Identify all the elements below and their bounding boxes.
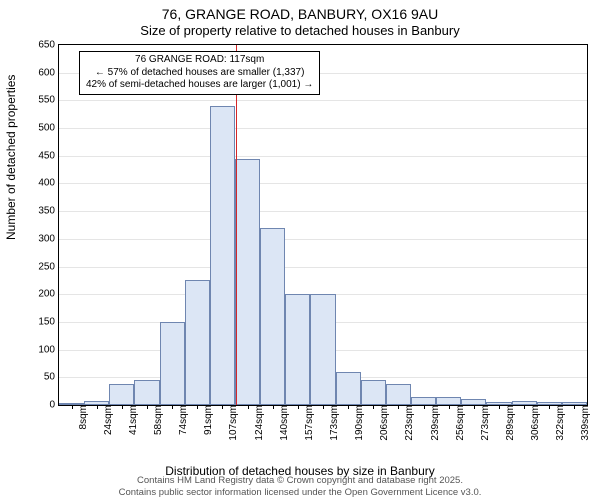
x-tick-label: 190sqm (354, 405, 365, 441)
gridline (59, 156, 587, 157)
x-tick-label: 223sqm (404, 405, 415, 441)
y-tick-label: 400 (38, 178, 55, 189)
gridline (59, 211, 587, 212)
histogram-bar (285, 294, 310, 405)
x-tick-label: 140sqm (279, 405, 290, 441)
x-tick-label: 306sqm (530, 405, 541, 441)
annotation-line: 76 GRANGE ROAD: 117sqm (86, 54, 313, 67)
x-tick-label: 289sqm (505, 405, 516, 441)
x-tick-mark (248, 405, 249, 409)
gridline (59, 128, 587, 129)
x-tick-label: 322sqm (555, 405, 566, 441)
x-tick-mark (122, 405, 123, 409)
x-tick-label: 256sqm (455, 405, 466, 441)
x-tick-mark (147, 405, 148, 409)
x-tick-label: 157sqm (304, 405, 315, 441)
x-tick-mark (72, 405, 73, 409)
x-tick-mark (524, 405, 525, 409)
x-tick-mark (424, 405, 425, 409)
y-tick-label: 500 (38, 123, 55, 134)
page-title: 76, GRANGE ROAD, BANBURY, OX16 9AU (0, 6, 600, 22)
x-tick-mark (298, 405, 299, 409)
histogram-bar (109, 384, 134, 405)
x-tick-mark (549, 405, 550, 409)
x-tick-label: 239sqm (430, 405, 441, 441)
chart-plot-area: 0501001502002503003504004505005506006508… (58, 44, 588, 406)
x-tick-mark (474, 405, 475, 409)
histogram-bar (336, 372, 361, 405)
y-tick-label: 150 (38, 316, 55, 327)
histogram-bar (185, 280, 210, 405)
annotation-box: 76 GRANGE ROAD: 117sqm← 57% of detached … (79, 51, 320, 95)
x-tick-mark (172, 405, 173, 409)
x-tick-mark (574, 405, 575, 409)
attribution-line2: Contains public sector information licen… (0, 487, 600, 498)
attribution: Contains HM Land Registry data © Crown c… (0, 475, 600, 498)
y-tick-label: 0 (49, 400, 55, 411)
histogram-bar (134, 380, 159, 405)
x-tick-mark (97, 405, 98, 409)
attribution-line1: Contains HM Land Registry data © Crown c… (0, 475, 600, 486)
x-tick-mark (449, 405, 450, 409)
annotation-line: 42% of semi-detached houses are larger (… (86, 79, 313, 92)
x-tick-mark (222, 405, 223, 409)
y-tick-label: 250 (38, 261, 55, 272)
x-tick-label: 339sqm (580, 405, 591, 441)
x-tick-label: 124sqm (254, 405, 265, 441)
x-tick-label: 107sqm (228, 405, 239, 441)
reference-line (236, 45, 237, 405)
x-tick-mark (348, 405, 349, 409)
y-tick-label: 600 (38, 67, 55, 78)
x-tick-mark (499, 405, 500, 409)
histogram-bar (361, 380, 386, 405)
gridline (59, 100, 587, 101)
histogram-bar (436, 397, 461, 405)
histogram-bar (310, 294, 335, 405)
x-tick-mark (323, 405, 324, 409)
gridline (59, 267, 587, 268)
histogram-bar (235, 159, 260, 405)
x-tick-label: 58sqm (153, 405, 164, 435)
y-tick-label: 300 (38, 233, 55, 244)
y-tick-label: 650 (38, 40, 55, 51)
y-tick-label: 50 (44, 372, 55, 383)
x-tick-label: 273sqm (480, 405, 491, 441)
x-tick-label: 173sqm (329, 405, 340, 441)
y-tick-label: 200 (38, 289, 55, 300)
y-axis-label: Number of detached properties (4, 75, 18, 240)
x-tick-mark (373, 405, 374, 409)
x-tick-mark (398, 405, 399, 409)
y-tick-label: 100 (38, 344, 55, 355)
histogram-bar (160, 322, 185, 405)
y-tick-label: 350 (38, 206, 55, 217)
x-tick-label: 91sqm (203, 405, 214, 435)
x-tick-mark (273, 405, 274, 409)
histogram-bar (411, 397, 436, 405)
gridline (59, 183, 587, 184)
gridline (59, 239, 587, 240)
x-tick-label: 206sqm (379, 405, 390, 441)
annotation-line: ← 57% of detached houses are smaller (1,… (86, 67, 313, 80)
page-subtitle: Size of property relative to detached ho… (0, 23, 600, 38)
y-tick-label: 450 (38, 150, 55, 161)
histogram-bar (260, 228, 285, 405)
histogram-bar (386, 384, 411, 405)
x-tick-label: 74sqm (178, 405, 189, 435)
x-tick-label: 8sqm (78, 405, 89, 429)
x-tick-mark (197, 405, 198, 409)
y-tick-label: 550 (38, 95, 55, 106)
x-tick-label: 24sqm (103, 405, 114, 435)
x-tick-label: 41sqm (128, 405, 139, 435)
histogram-bar (210, 106, 235, 405)
